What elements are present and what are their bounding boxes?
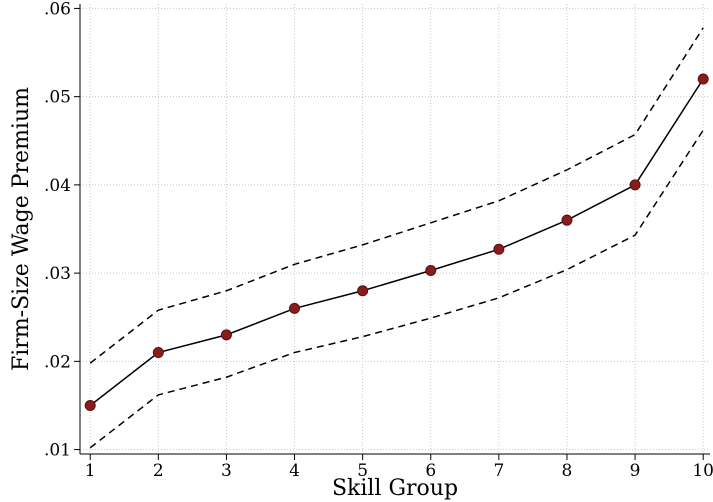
x-tick-label: 4	[289, 461, 300, 481]
x-tick-label: 1	[85, 461, 96, 481]
y-tick-label: .04	[44, 176, 71, 196]
axes: .01 .02 .03 .04 .05 .06 1 2 3 4 5 6 7 8 9 10	[44, 0, 713, 481]
y-tick-label: .02	[44, 352, 71, 372]
series	[84, 27, 709, 449]
y-tick-label: .01	[44, 441, 71, 461]
data-point	[84, 399, 96, 411]
data-point	[425, 264, 437, 276]
y-tick-label: .03	[44, 264, 71, 284]
x-tick-label: 2	[153, 461, 164, 481]
x-tick-label: 6	[425, 461, 436, 481]
data-point	[561, 214, 573, 226]
x-tick-label: 9	[630, 461, 641, 481]
data-point	[220, 329, 232, 341]
data-point	[152, 347, 164, 359]
estimate-line	[89, 78, 704, 407]
data-point	[357, 285, 369, 297]
x-tick-label: 3	[221, 461, 232, 481]
x-tick-label: 5	[357, 461, 368, 481]
x-axis-title: Skill Group	[332, 476, 458, 501]
y-tick-label: .05	[44, 88, 71, 108]
upper-bound-line	[89, 27, 704, 364]
grid	[80, 4, 710, 454]
x-tick-label: 8	[562, 461, 573, 481]
y-tick-label: .06	[44, 0, 71, 19]
data-point	[289, 302, 301, 314]
y-axis-title: Firm-Size Wage Premium	[9, 87, 34, 371]
data-point	[493, 243, 505, 255]
x-tick-label: 7	[493, 461, 504, 481]
data-point	[697, 73, 709, 85]
data-point	[629, 179, 641, 191]
x-tick-label: 10	[692, 461, 713, 481]
lower-bound-line	[89, 129, 704, 449]
